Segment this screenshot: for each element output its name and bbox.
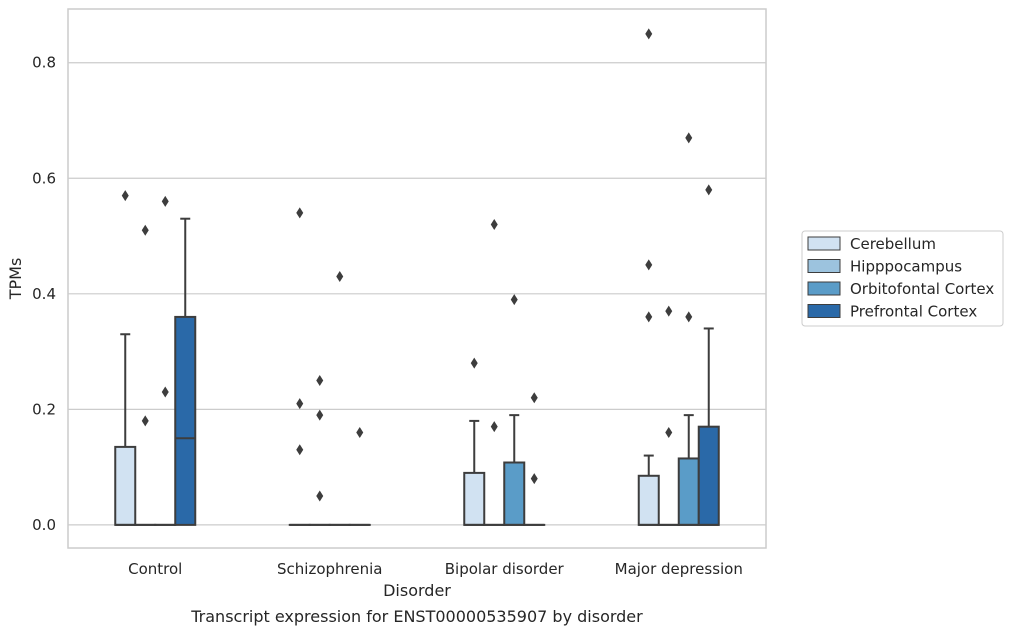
- outlier-point: [490, 218, 498, 230]
- box: [174, 315, 197, 526]
- outlier-point: [645, 311, 653, 323]
- y-tick-label: 0.0: [32, 516, 56, 534]
- box-group: [637, 28, 660, 526]
- outlier-point: [296, 444, 304, 456]
- outlier-point: [490, 421, 498, 433]
- box-group: [328, 270, 351, 526]
- legend-swatch: [807, 236, 841, 251]
- gridlines: [68, 62, 766, 526]
- box-group: [114, 190, 137, 526]
- outlier-point: [121, 190, 129, 202]
- y-tick-label: 0.8: [32, 54, 56, 72]
- box-group: [308, 374, 331, 526]
- legend: Cerebellum Hipppocampus Orbitofontal Corte…: [801, 230, 1004, 327]
- legend-entry-label: Cerebellum: [850, 235, 936, 253]
- box-group: [288, 207, 311, 526]
- y-tick-label: 0.2: [32, 400, 56, 418]
- outlier-point: [141, 224, 149, 236]
- legend-swatch: [807, 259, 841, 273]
- outlier-point: [316, 490, 324, 502]
- box: [677, 457, 700, 526]
- legend-frame: [801, 230, 1004, 327]
- box-group: [463, 357, 486, 526]
- box: [114, 445, 137, 526]
- box-series: [114, 28, 720, 526]
- y-axis-label: TPMs: [6, 258, 25, 301]
- outlier-point: [470, 357, 478, 369]
- box: [637, 474, 660, 526]
- box-group: [657, 305, 680, 526]
- legend-entry-label: Hipppocampus: [850, 258, 962, 276]
- outlier-point: [685, 132, 693, 144]
- outlier-point: [530, 473, 538, 485]
- box: [463, 471, 486, 526]
- outlier-point: [685, 311, 693, 323]
- x-tick-label: Control: [128, 560, 182, 578]
- x-tick-label: Bipolar disorder: [445, 560, 565, 578]
- outlier-point: [316, 374, 324, 386]
- box-group: [174, 217, 197, 526]
- box-group: [154, 195, 177, 526]
- box-group: [523, 392, 546, 526]
- outlier-point: [161, 386, 169, 398]
- x-tick-label: Schizophrenia: [277, 560, 382, 578]
- legend-entry-label: Prefrontal Cortex: [850, 303, 977, 321]
- outlier-point: [510, 294, 518, 306]
- box-group: [503, 294, 526, 526]
- outlier-point: [705, 184, 713, 196]
- x-tick-label: Major depression: [615, 560, 743, 578]
- outlier-point: [665, 426, 673, 438]
- x-axis-ticks: Control Schizophrenia Bipolar disorder Majo…: [128, 560, 743, 578]
- outlier-point: [665, 305, 673, 317]
- box: [697, 425, 720, 526]
- box-group: [483, 218, 506, 526]
- outlier-point: [316, 409, 324, 421]
- outlier-point: [645, 259, 653, 271]
- outlier-point: [356, 426, 364, 438]
- legend-swatch: [807, 281, 841, 296]
- chart-caption: Transcript expression for ENST0000053590…: [190, 607, 643, 626]
- box-group: [677, 132, 700, 526]
- legend-swatch: [807, 304, 841, 318]
- outlier-point: [161, 195, 169, 207]
- outlier-point: [141, 415, 149, 427]
- outlier-point: [645, 28, 653, 40]
- box-group: [348, 426, 371, 526]
- x-axis-label: Disorder: [383, 581, 451, 600]
- outlier-point: [296, 398, 304, 410]
- outlier-point: [296, 207, 304, 219]
- outlier-point: [336, 270, 344, 282]
- legend-entry-label: Orbitofontal Cortex: [850, 280, 994, 298]
- y-tick-label: 0.4: [32, 285, 56, 303]
- box-group: [697, 184, 720, 526]
- y-axis-ticks: 0.0 0.2 0.4 0.6 0.8: [32, 54, 56, 534]
- box: [503, 461, 526, 526]
- plot-area-frame: [67, 8, 767, 549]
- y-tick-label: 0.6: [32, 169, 56, 187]
- outlier-point: [530, 392, 538, 404]
- box-group: [134, 224, 157, 526]
